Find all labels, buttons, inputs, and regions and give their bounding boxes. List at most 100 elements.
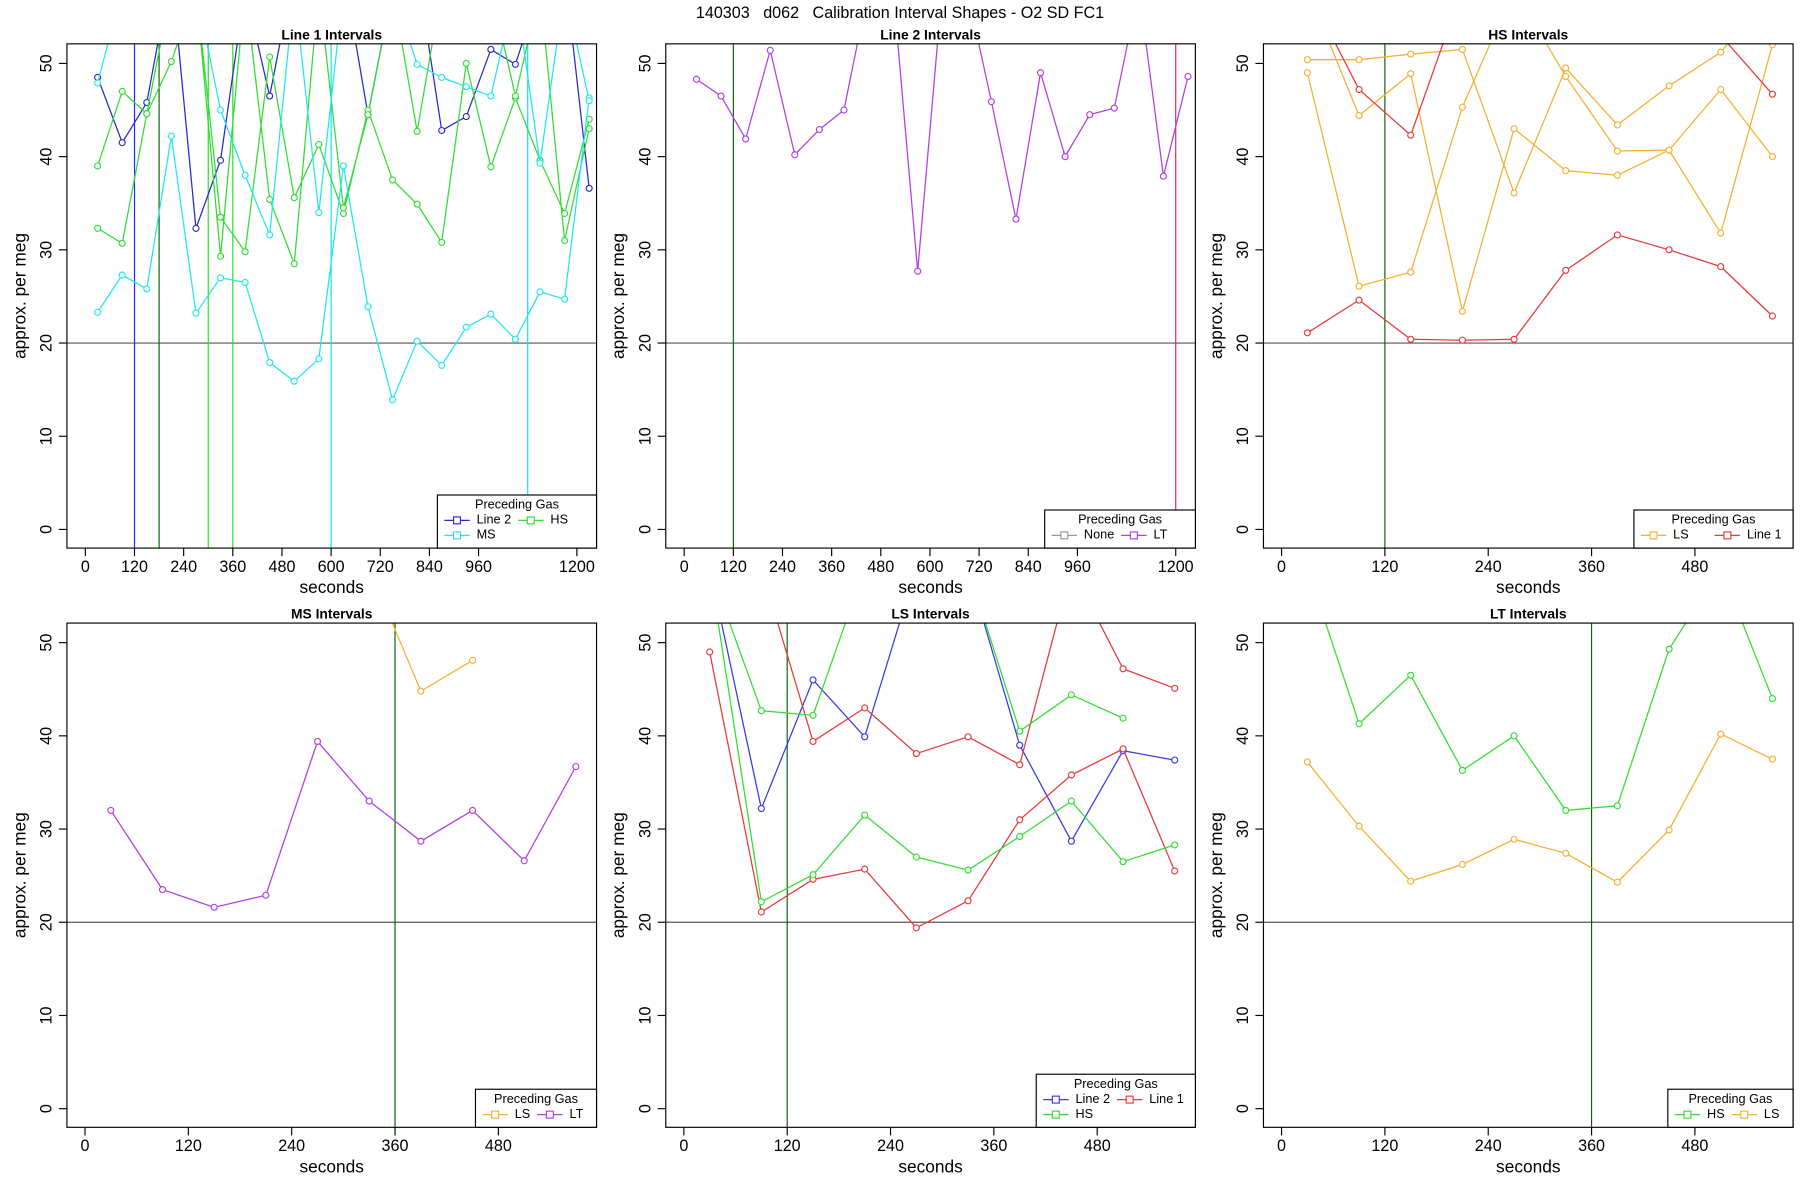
y-tick-label: 50 <box>1234 634 1252 652</box>
y-tick-label: 30 <box>636 241 654 259</box>
data-point <box>987 98 995 106</box>
data-point <box>1119 665 1127 673</box>
data-point <box>1119 858 1127 866</box>
data-point <box>757 707 765 715</box>
data-point <box>290 377 298 385</box>
legend-swatch <box>1683 1110 1692 1119</box>
x-tick-label: 480 <box>1084 1137 1111 1155</box>
data-point <box>912 749 920 758</box>
series-line <box>1306 733 1773 883</box>
data-point <box>1016 832 1024 841</box>
data-point <box>561 209 569 218</box>
legend-label: None <box>1084 528 1114 542</box>
y-tick-label: 10 <box>38 1006 56 1024</box>
x-axis-label: seconds <box>898 577 963 597</box>
legend-swatch <box>452 531 462 540</box>
legend-box <box>1044 509 1196 549</box>
data-point <box>912 853 920 861</box>
data-point <box>1355 296 1363 304</box>
data-point <box>1407 70 1415 78</box>
data-point <box>809 737 817 746</box>
x-tick-label: 0 <box>680 558 689 576</box>
panel: HS Intervals seconds approx. per meg 0 10 20 3… <box>1206 26 1794 597</box>
legend-label: HS <box>1707 1107 1725 1121</box>
data-point <box>1171 684 1179 692</box>
legend-title: Preceding Gas <box>494 1092 578 1106</box>
data-point <box>417 687 425 695</box>
plot-area <box>1263 623 1794 1128</box>
data-point <box>861 865 869 873</box>
plot-area <box>665 565 1196 1128</box>
data-point <box>1036 69 1045 77</box>
x-tick-label: 720 <box>966 558 993 576</box>
y-tick-label: 0 <box>38 1104 56 1113</box>
y-tick-label: 30 <box>1234 820 1252 838</box>
plot-frame <box>1262 622 1794 1128</box>
x-tick-label: 840 <box>416 558 443 576</box>
legend-swatch <box>1051 1095 1060 1104</box>
x-tick-label: 0 <box>1277 1137 1286 1155</box>
legend-label: Line 2 <box>477 513 512 527</box>
data-point <box>216 156 225 164</box>
data-point <box>758 565 764 571</box>
data-point <box>707 565 713 571</box>
data-point <box>1355 56 1363 64</box>
legend-label: LS <box>1673 528 1689 542</box>
data-point <box>413 337 421 345</box>
y-tick-label: 10 <box>1234 1006 1252 1024</box>
data-point <box>572 763 580 771</box>
y-tick-label: 50 <box>38 634 56 652</box>
data-point <box>158 886 167 894</box>
data-point <box>809 871 817 879</box>
data-point <box>1355 112 1363 120</box>
data-point <box>1110 104 1118 112</box>
x-tick-label: 600 <box>318 558 345 576</box>
data-point <box>1717 263 1725 271</box>
data-point <box>809 676 817 684</box>
data-point <box>118 87 126 95</box>
x-axis-label: seconds <box>300 577 365 597</box>
data-point <box>861 733 869 741</box>
data-point <box>1562 167 1570 175</box>
data-point <box>1510 732 1518 740</box>
data-point <box>1768 312 1776 320</box>
y-tick-label: 40 <box>636 148 654 166</box>
y-tick-label: 0 <box>636 525 654 534</box>
data-point <box>462 83 470 91</box>
data-point <box>487 45 495 54</box>
data-point <box>487 163 495 171</box>
data-point <box>1355 822 1363 830</box>
data-point <box>364 111 372 119</box>
data-point <box>912 924 920 932</box>
data-point <box>1665 82 1673 90</box>
data-point <box>462 59 470 67</box>
legend-swatch <box>545 1110 554 1119</box>
legend-label: LS <box>1764 1107 1780 1121</box>
panel: Line 1 Intervals seconds approx. per meg 0 1… <box>9 26 598 597</box>
x-tick-label: 360 <box>382 1137 409 1155</box>
legend-swatch <box>452 516 462 525</box>
data-point <box>1768 90 1776 98</box>
data-point <box>520 857 528 865</box>
plot-frame <box>66 43 598 549</box>
data-point <box>1407 877 1415 885</box>
data-point <box>468 656 477 664</box>
y-tick-label: 50 <box>636 634 654 652</box>
data-point <box>1119 714 1127 722</box>
data-point <box>167 132 175 140</box>
series-line <box>1306 43 1774 312</box>
data-point <box>167 57 175 66</box>
y-axis-label: approx. per meg <box>608 233 628 359</box>
data-point <box>388 176 397 184</box>
y-tick-label: 20 <box>1234 334 1252 352</box>
data-point <box>585 125 593 133</box>
x-tick-label: 480 <box>1681 558 1708 576</box>
panel: LS Intervals seconds approx. per meg 0 10 20 3… <box>608 565 1196 1176</box>
x-tick-label: 360 <box>1578 1137 1605 1155</box>
data-point <box>438 238 446 246</box>
data-point <box>561 236 569 245</box>
